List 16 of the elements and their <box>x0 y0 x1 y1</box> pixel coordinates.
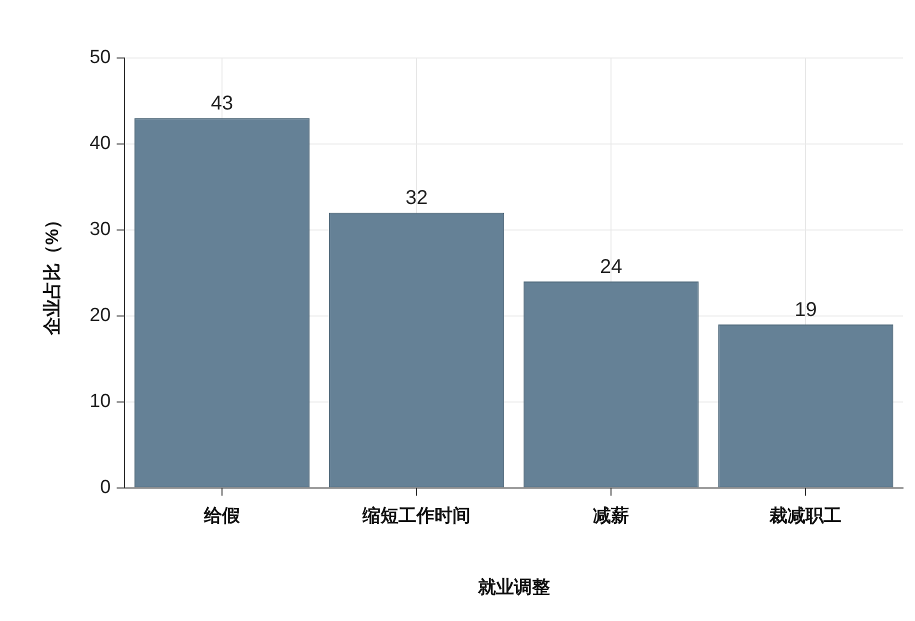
y-tick-label: 40 <box>90 133 111 154</box>
data-label: 19 <box>794 298 817 321</box>
data-label: 24 <box>600 256 622 278</box>
x-tick-label: 缩短工作时间 <box>362 506 471 526</box>
x-axis-title: 就业调整 <box>476 577 550 598</box>
y-tick-label: 50 <box>90 47 111 68</box>
x-tick-label: 裁减职工 <box>768 506 842 526</box>
x-tick-label: 给假 <box>203 506 242 526</box>
data-label: 32 <box>405 187 428 210</box>
data-label: 43 <box>210 92 234 115</box>
x-tick-label: 减薪 <box>593 506 630 526</box>
y-tick-label: 20 <box>90 305 111 326</box>
y-axis-title: 企业占比（%） <box>42 210 62 336</box>
y-tick-label: 0 <box>100 477 111 498</box>
y-tick-label: 10 <box>90 391 111 412</box>
y-tick-label: 30 <box>90 219 111 240</box>
